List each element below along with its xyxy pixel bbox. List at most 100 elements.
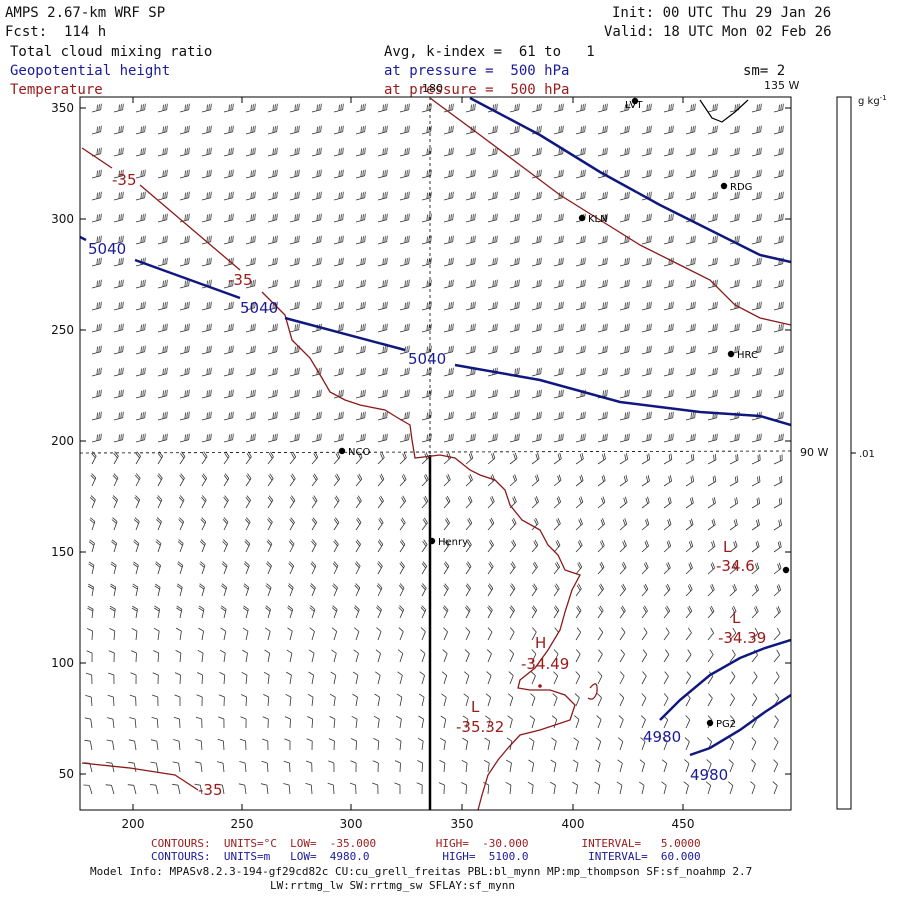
wind-barb — [377, 125, 388, 135]
wind-barb — [685, 671, 692, 685]
wind-barb — [311, 213, 322, 223]
height-label-5040-a: 5040 — [88, 240, 126, 258]
wind-barb — [465, 605, 471, 619]
colorbar-unit: g kg-1 — [858, 94, 887, 107]
wind-barb — [729, 584, 737, 597]
wind-barb — [573, 737, 579, 751]
wind-barb — [199, 561, 206, 575]
wind-barb — [289, 279, 300, 289]
wind-barb — [509, 323, 520, 333]
wind-barb — [729, 191, 740, 201]
wind-barb — [663, 693, 669, 707]
wind-barb — [619, 433, 630, 443]
wind-barb — [685, 257, 696, 267]
wind-barb — [483, 782, 490, 795]
wind-barb — [157, 147, 168, 157]
wind-barb — [487, 345, 498, 355]
wind-barb — [487, 561, 494, 575]
wind-barb — [85, 672, 93, 685]
wind-barb — [531, 452, 540, 465]
wind-barb — [574, 693, 580, 707]
wind-barb — [135, 213, 146, 223]
wind-barb — [178, 517, 185, 531]
wind-barb — [509, 125, 520, 135]
wind-barb — [223, 279, 234, 289]
wind-barb — [129, 694, 137, 707]
wind-barb — [223, 411, 234, 421]
wind-barb — [443, 125, 454, 135]
wind-barb — [109, 605, 116, 619]
wind-barb — [487, 125, 498, 135]
temp-contour-sw — [81, 762, 199, 791]
wind-barb — [305, 760, 313, 773]
wind-barb — [267, 301, 278, 311]
wind-barb — [240, 694, 247, 707]
wind-barb — [464, 649, 470, 663]
wind-barb — [619, 583, 627, 597]
wind-barb — [619, 671, 625, 685]
wind-barb — [597, 453, 606, 465]
wind-barb — [267, 433, 278, 443]
wind-barb — [553, 301, 564, 311]
wind-barb — [178, 495, 185, 509]
wind-barb — [375, 649, 381, 663]
wind-barb — [551, 715, 558, 729]
wind-barb — [685, 103, 696, 113]
wind-barb — [443, 411, 454, 421]
wind-barb — [707, 323, 718, 333]
wind-barb — [355, 433, 366, 443]
wind-barb — [264, 627, 271, 641]
wind-barb — [575, 323, 586, 333]
wind-barb — [196, 694, 203, 707]
wind-barb — [263, 671, 270, 685]
wind-barb — [619, 474, 628, 487]
wind-barb — [353, 649, 359, 663]
xtick-400: 400 — [562, 817, 585, 831]
wind-barb — [553, 671, 559, 685]
station-dot-rdg — [720, 182, 728, 190]
wind-barb — [685, 235, 696, 245]
station-henry: Henry — [438, 537, 468, 548]
wind-barb — [507, 693, 514, 707]
wind-barb — [355, 389, 366, 399]
wind-barb — [484, 737, 491, 751]
wind-barb — [267, 495, 274, 509]
wind-barb — [377, 451, 385, 465]
wind-barb — [194, 783, 203, 795]
wind-barb — [729, 301, 740, 311]
wind-barb — [729, 279, 740, 289]
wind-barb — [728, 759, 734, 773]
wind-barb — [685, 411, 696, 421]
wind-barb — [287, 583, 294, 597]
wind-barb — [685, 279, 696, 289]
wind-barb — [575, 169, 586, 179]
wind-barb — [575, 474, 584, 487]
wind-barb — [421, 147, 432, 157]
wind-barb — [575, 345, 586, 355]
wind-barb — [595, 737, 602, 751]
wind-barb — [112, 495, 118, 509]
xtick-300: 300 — [340, 817, 363, 831]
wind-barb — [135, 125, 146, 135]
wind-barb — [245, 301, 256, 311]
wind-barb — [487, 517, 495, 531]
wind-barb — [377, 561, 383, 575]
init-time: Init: 00 UTC Thu 29 Jan 26 — [612, 5, 832, 21]
wind-barb — [773, 323, 784, 333]
wind-barb — [619, 169, 630, 179]
wind-barb — [266, 561, 272, 575]
wind-barb — [487, 495, 495, 509]
wind-barb — [685, 125, 696, 135]
wind-barb — [157, 323, 168, 333]
wind-barb — [245, 517, 251, 531]
wind-barb — [528, 737, 535, 751]
wind-barb — [112, 473, 119, 487]
wind-barb — [509, 433, 520, 443]
station-dot-henry — [428, 537, 436, 545]
wind-barb — [286, 671, 292, 685]
wind-barb — [173, 739, 181, 751]
wind-barb — [333, 433, 344, 443]
wind-barb — [220, 605, 227, 619]
wind-barb — [531, 147, 542, 157]
wind-barb — [773, 671, 780, 685]
